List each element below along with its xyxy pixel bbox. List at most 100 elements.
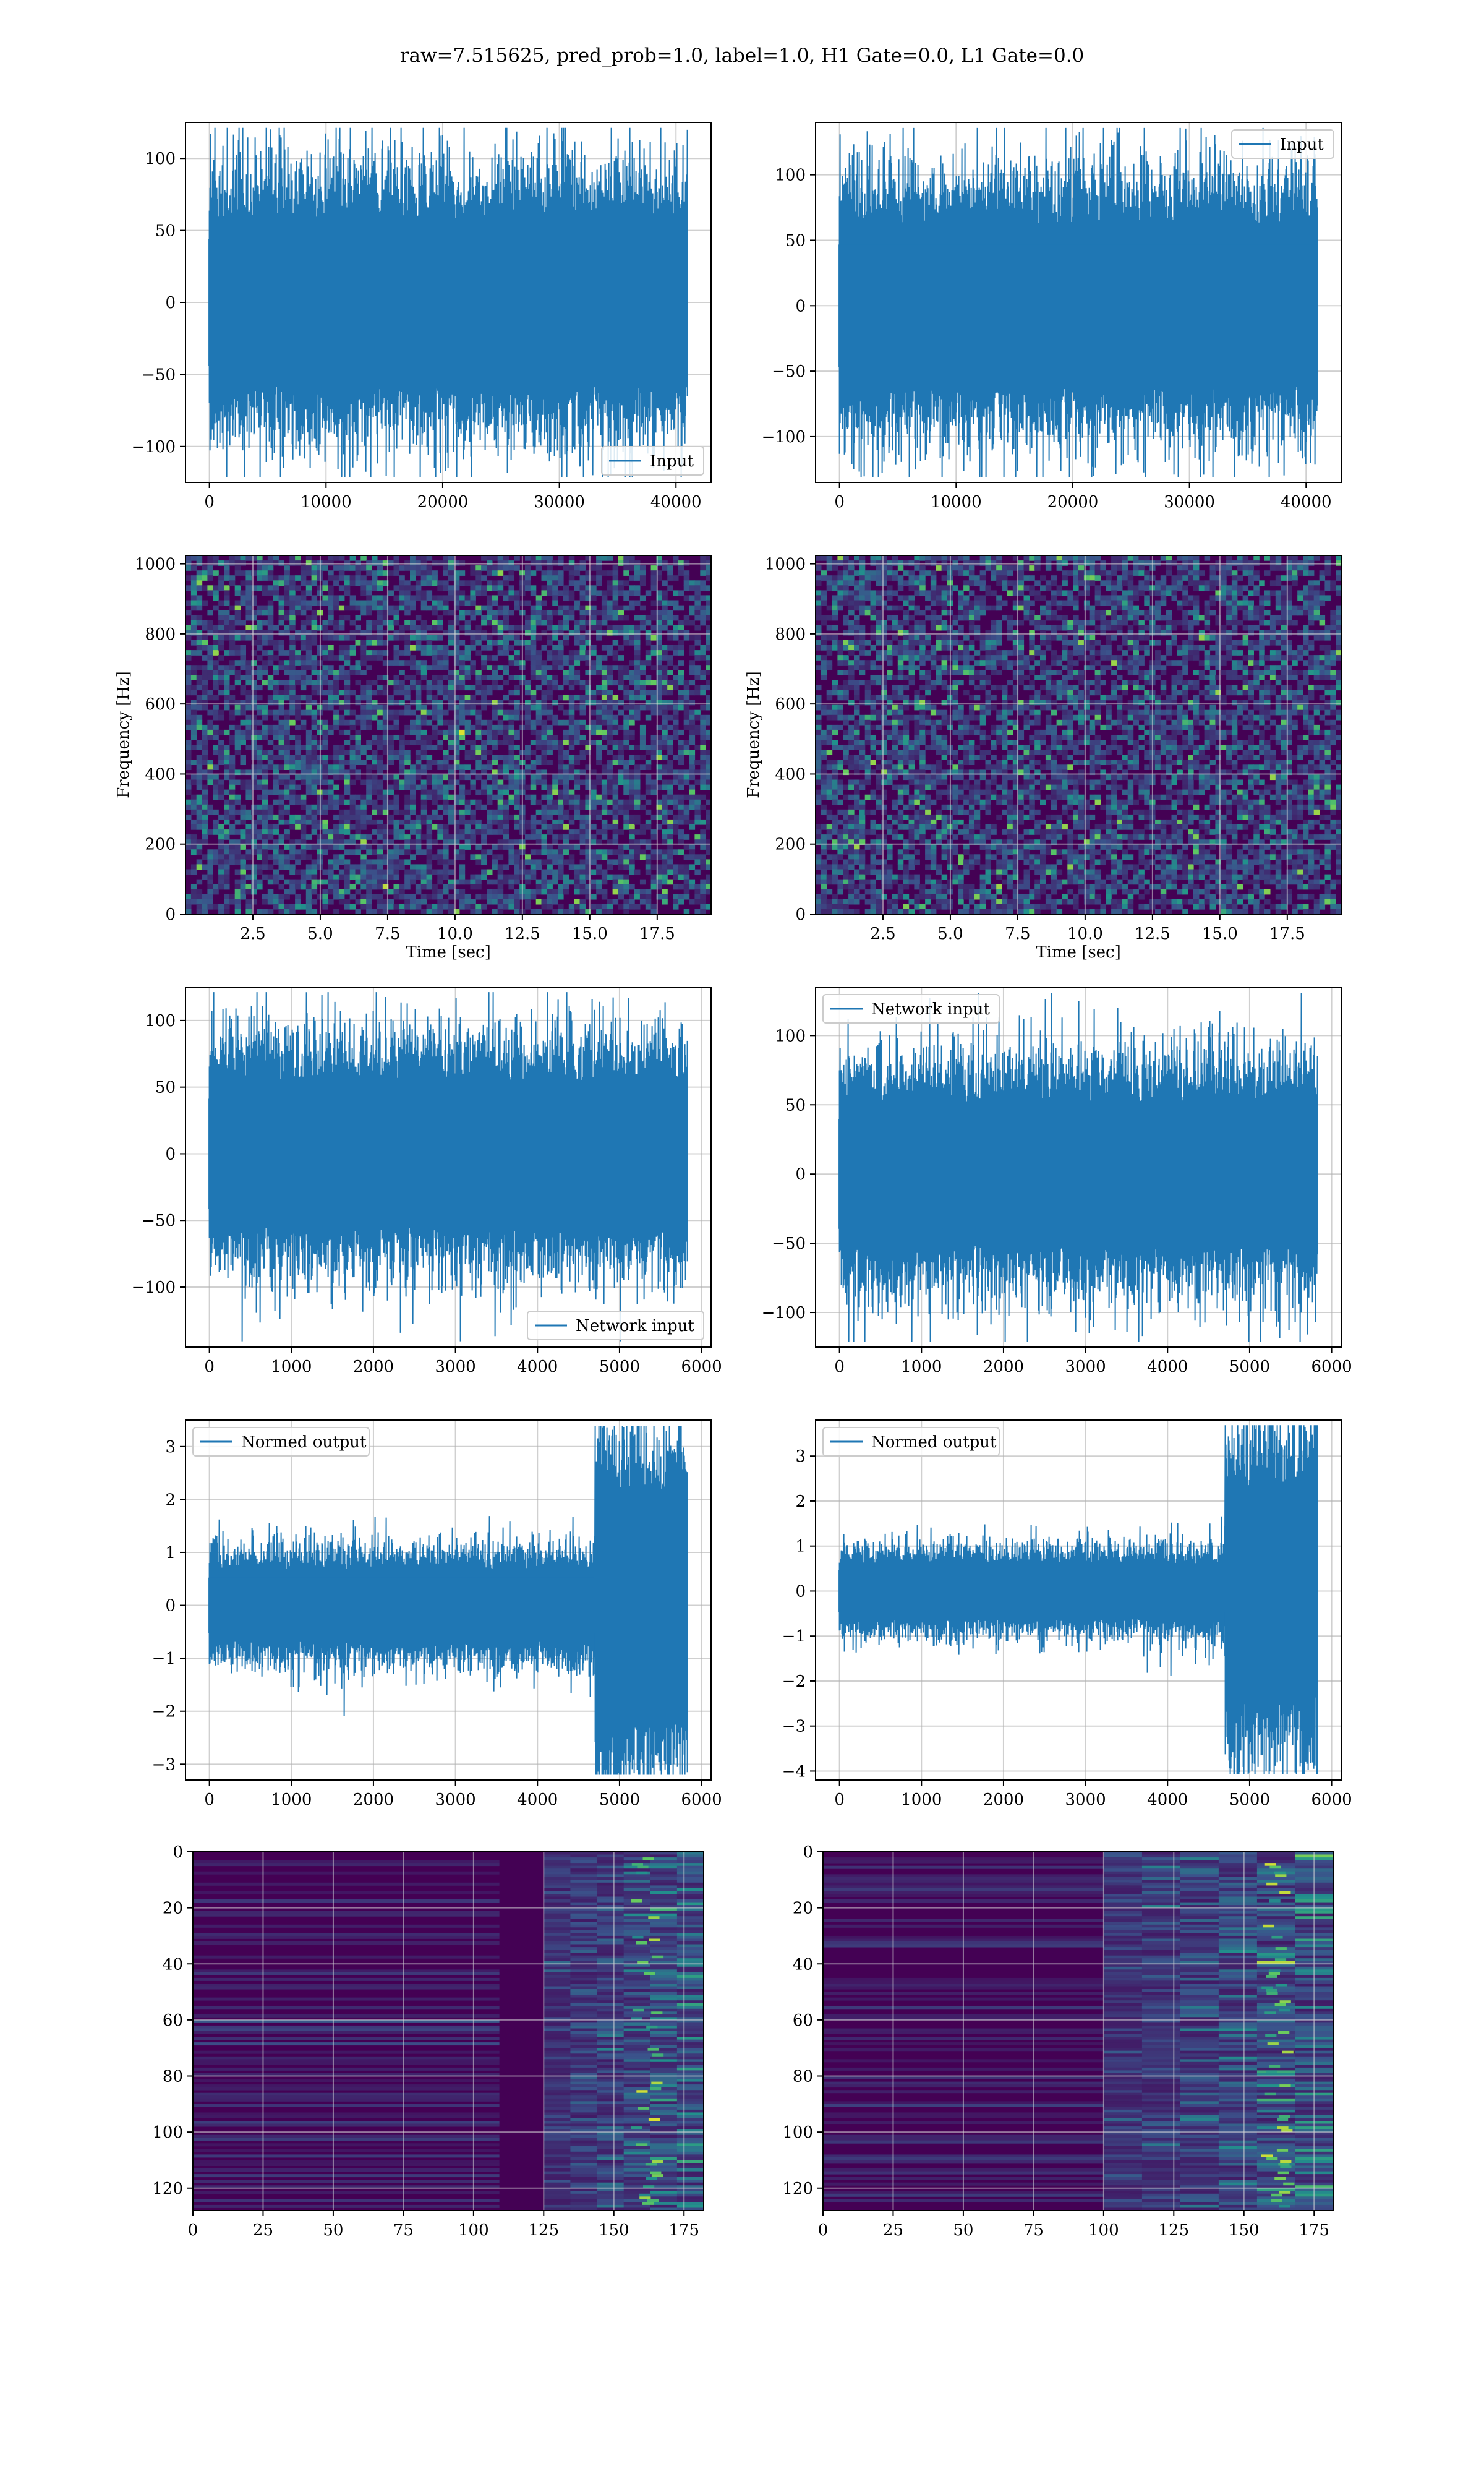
heatmap-cell	[289, 709, 296, 716]
heatmap-cell	[443, 565, 449, 571]
y-tick-label: 0	[165, 294, 176, 312]
heatmap-cell	[328, 789, 334, 795]
heatmap-cell	[207, 779, 213, 785]
heatmap-cell	[245, 729, 252, 735]
heatmap-cell	[344, 575, 351, 581]
heatmap-cell	[382, 879, 389, 885]
heatmap-cell	[377, 704, 383, 711]
heatmap-cell	[508, 779, 514, 785]
heatmap-cell	[443, 600, 449, 606]
heatmap-cell	[574, 655, 581, 661]
heatmap-cell	[694, 760, 701, 765]
heatmap-cell	[372, 625, 378, 631]
x-tick-label: 0	[204, 493, 215, 511]
heatmap-cell	[388, 760, 394, 765]
heatmap-cell	[328, 899, 334, 905]
heatmap-cell	[366, 700, 372, 706]
heatmap-cell	[656, 700, 662, 706]
heatmap-cell	[459, 735, 466, 740]
x-tick-label: 15.0	[572, 925, 608, 943]
heatmap-cell	[623, 889, 629, 895]
heatmap-cell	[656, 854, 662, 860]
heatmap-cell	[634, 570, 641, 576]
heatmap-cell	[623, 635, 629, 641]
heatmap-cell	[530, 724, 537, 730]
heatmap-cell	[678, 874, 684, 880]
heatmap-cell	[694, 779, 701, 785]
heatmap-cell	[503, 824, 509, 830]
heatmap-cell	[382, 869, 389, 875]
heatmap-cell	[344, 784, 351, 790]
heatmap-cell	[377, 849, 383, 855]
heatmap-cell	[552, 595, 558, 601]
heatmap-cell	[832, 869, 838, 875]
heatmap-cell	[645, 779, 652, 785]
heatmap-cell	[190, 615, 197, 621]
heatmap-cell	[234, 605, 241, 611]
heatmap-cell	[289, 879, 296, 885]
heatmap-cell	[229, 769, 236, 776]
heatmap-cell	[487, 700, 493, 706]
heatmap-cell	[612, 745, 619, 750]
heatmap-cell	[552, 854, 558, 860]
heatmap-cell	[591, 904, 597, 910]
heatmap-cell	[257, 655, 263, 661]
heatmap-cell	[207, 585, 213, 591]
heatmap-cell	[338, 714, 345, 721]
heatmap-cell	[234, 724, 241, 730]
heatmap-cell	[612, 789, 619, 795]
heatmap-cell	[607, 680, 613, 686]
heatmap-cell	[464, 839, 471, 845]
heatmap-cell	[579, 655, 586, 661]
heatmap-cell	[377, 755, 383, 760]
heatmap-cell	[826, 834, 833, 840]
heatmap-cell	[558, 755, 564, 760]
heatmap-cell	[257, 814, 263, 820]
heatmap-cell	[322, 625, 328, 631]
heatmap-cell	[186, 714, 192, 721]
heatmap-cell	[607, 735, 613, 740]
heatmap-cell	[289, 680, 296, 686]
heatmap-cell	[634, 590, 641, 596]
heatmap-cell	[547, 565, 553, 571]
heatmap-cell	[245, 784, 252, 790]
heatmap-cell	[234, 555, 241, 561]
heatmap-cell	[558, 869, 564, 875]
heatmap-cell	[623, 740, 629, 745]
heatmap-cell	[552, 590, 558, 596]
heatmap-cell	[574, 724, 581, 730]
heatmap-cell	[295, 894, 301, 900]
heatmap-cell	[514, 685, 520, 691]
heatmap-cell	[224, 630, 230, 636]
heatmap-cell	[234, 560, 241, 566]
heatmap-cell	[525, 794, 531, 800]
heatmap-cell	[322, 690, 328, 696]
heatmap-cell	[273, 575, 279, 581]
y-tick-label: 100	[145, 150, 176, 168]
heatmap-cell	[816, 625, 822, 631]
heatmap-cell	[700, 580, 706, 586]
heatmap-cell	[426, 849, 433, 855]
heatmap-cell	[278, 859, 284, 865]
heatmap-cell	[514, 595, 520, 601]
heatmap-cell	[410, 570, 416, 576]
heatmap-cell	[585, 889, 591, 895]
heatmap-cell	[207, 735, 213, 740]
heatmap-cell	[328, 829, 334, 835]
heatmap-cell	[535, 605, 542, 611]
heatmap-cell	[311, 714, 318, 721]
heatmap-cell	[207, 555, 213, 561]
heatmap-cell	[645, 899, 652, 905]
heatmap-cell	[700, 655, 706, 661]
heatmap-cell	[547, 859, 553, 865]
heatmap-cell	[224, 760, 230, 765]
heatmap-cell	[563, 610, 569, 616]
heatmap-cell	[826, 665, 833, 670]
heatmap-cell	[629, 794, 635, 800]
heatmap-cell	[700, 904, 706, 910]
heatmap-cell	[453, 585, 460, 591]
heatmap-cell	[349, 839, 356, 845]
heatmap-cell	[530, 620, 537, 626]
heatmap-cell	[623, 904, 629, 910]
heatmap-cell	[234, 645, 241, 651]
